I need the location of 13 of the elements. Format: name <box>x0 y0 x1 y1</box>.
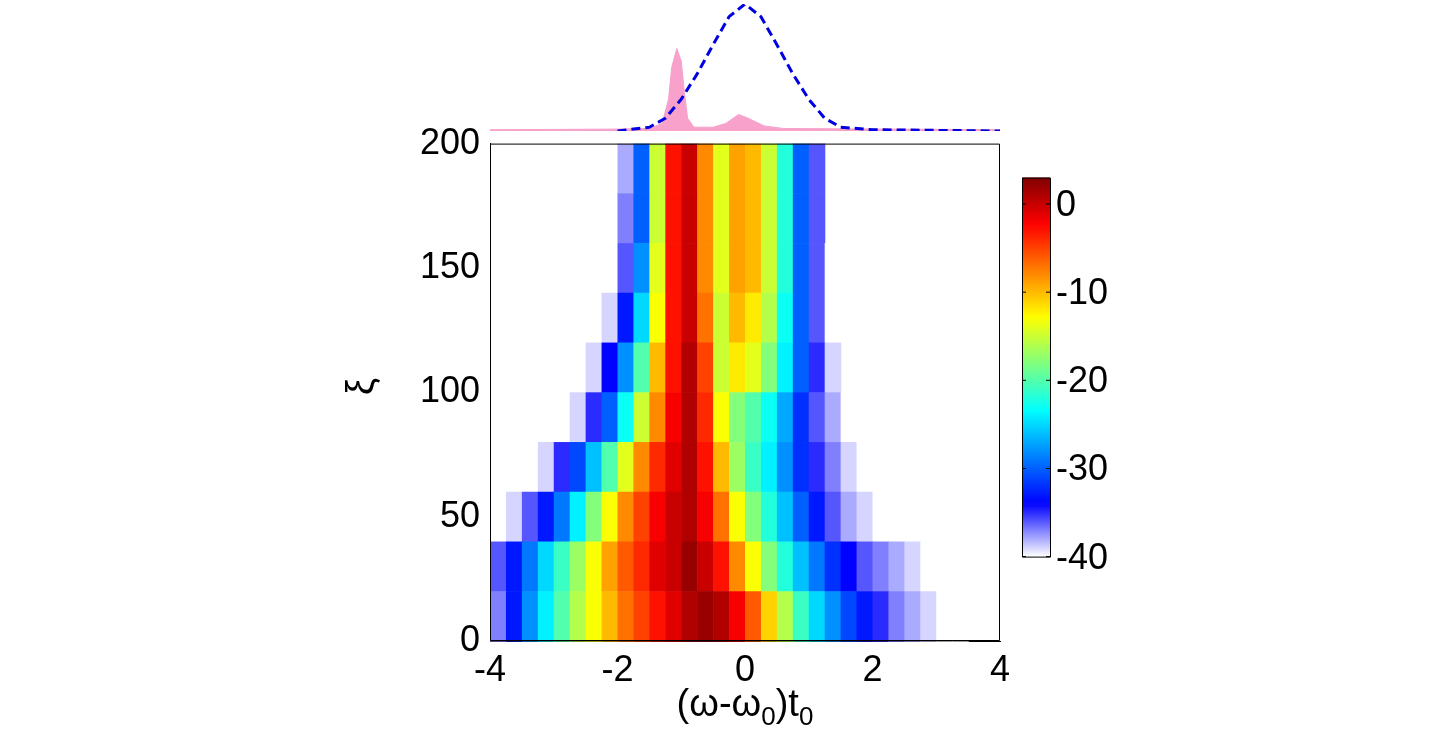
color-bar-label: -40 <box>1056 535 1109 577</box>
y-tick-label: 200 <box>419 120 480 162</box>
x-tick-label: 4 <box>989 647 1011 689</box>
y-axis-title: ξ <box>339 377 382 396</box>
color-bar-label: -20 <box>1056 359 1109 401</box>
color-bar-label: -30 <box>1056 447 1109 489</box>
y-tick-label: 100 <box>419 369 480 411</box>
y-tick-label: 50 <box>439 493 480 535</box>
color-bar-label: 0 <box>1056 182 1077 224</box>
x-tick-label: 2 <box>862 647 883 689</box>
color-bar-label: -10 <box>1056 271 1109 313</box>
y-tick-label: 150 <box>419 244 480 286</box>
x-tick-label: -2 <box>601 647 634 689</box>
